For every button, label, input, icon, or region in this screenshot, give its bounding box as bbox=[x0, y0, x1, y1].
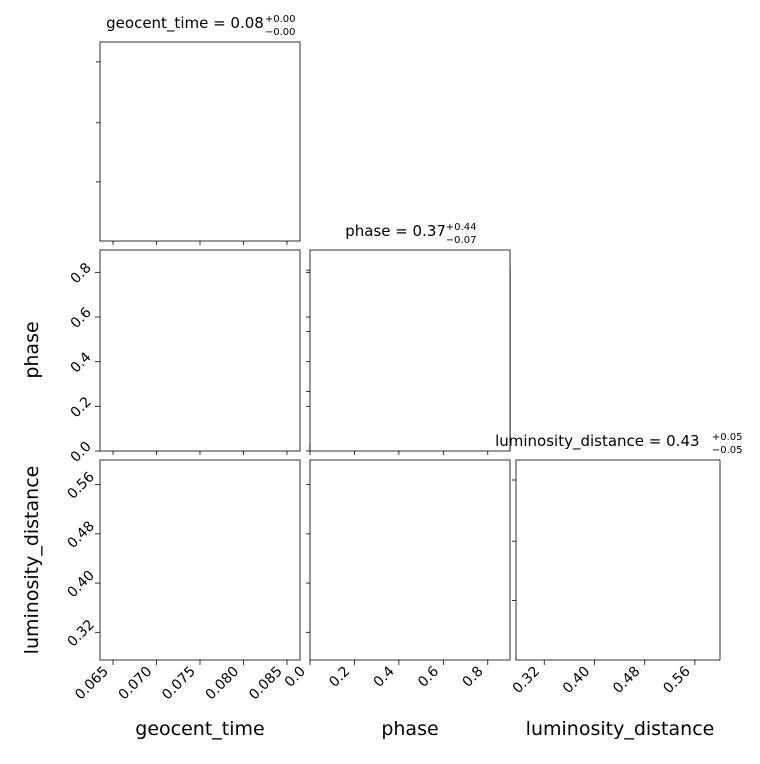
x-tick-label-phase: 0.2 bbox=[326, 664, 353, 691]
title-sub-luminosity_distance: −0.05 bbox=[712, 445, 743, 456]
title-sub-phase: −0.07 bbox=[446, 235, 477, 246]
y-axis-label-luminosity-distance: luminosity_distance bbox=[21, 466, 43, 655]
histogram-frame-geocent_time bbox=[99, 41, 301, 242]
y-tick-label-luminosity_distance: 0.48 bbox=[64, 518, 97, 551]
x-axis-label-geocent-time: geocent_time bbox=[135, 718, 264, 740]
scatter-point bbox=[183, 246, 185, 248]
title-sup-geocent_time: +0.00 bbox=[265, 14, 296, 25]
x-tick-label-luminosity_distance: 0.32 bbox=[510, 664, 543, 697]
title-sup-phase: +0.44 bbox=[446, 222, 477, 233]
y-tick-label-phase: 0.4 bbox=[68, 349, 95, 376]
x-tick-label-luminosity_distance: 0.56 bbox=[660, 663, 693, 696]
title-main-geocent_time: geocent_time = 0.08 bbox=[106, 14, 264, 33]
title-main-phase: phase = 0.37 bbox=[345, 222, 446, 240]
title-sup-luminosity_distance: +0.05 bbox=[712, 432, 743, 443]
y-tick-label-phase: 0.8 bbox=[68, 260, 95, 287]
y-tick-label-luminosity_distance: 0.40 bbox=[64, 568, 97, 601]
y-tick-label-luminosity_distance: 0.32 bbox=[64, 617, 97, 650]
scatter-frame-geocent_time-phase bbox=[99, 249, 301, 452]
x-tick-label-geocent_time: 0.075 bbox=[159, 664, 199, 704]
x-tick-label-phase: 0.6 bbox=[415, 663, 442, 690]
histogram-title-geocent_time: geocent_time = 0.08 +0.00 −0.00 bbox=[106, 14, 295, 38]
histogram-title-luminosity_distance: luminosity_distance = 0.43 +0.05 −0.05 bbox=[495, 432, 742, 456]
x-tick-label-phase: 0.8 bbox=[460, 664, 487, 691]
y-tick-label-phase: 0.6 bbox=[68, 305, 95, 332]
y-axis-label-phase: phase bbox=[21, 321, 43, 378]
title-main-luminosity_distance: luminosity_distance = 0.43 bbox=[495, 432, 699, 451]
scatter-frame-geocent_time-luminosity_distance bbox=[99, 459, 301, 661]
y-tick-label-phase: 0.0 bbox=[68, 439, 95, 466]
histogram-title-phase: phase = 0.37 +0.44 −0.07 bbox=[345, 222, 476, 246]
scatter-frame-phase-luminosity_distance bbox=[309, 459, 511, 661]
x-tick-label-geocent_time: 0.070 bbox=[116, 664, 156, 704]
x-tick-label-luminosity_distance: 0.48 bbox=[610, 664, 643, 697]
title-sub-geocent_time: −0.00 bbox=[265, 27, 296, 38]
x-tick-label-phase: 0.0 bbox=[282, 664, 309, 691]
x-tick-label-geocent_time: 0.065 bbox=[72, 664, 112, 704]
x-axis-label-phase: phase bbox=[381, 718, 438, 740]
x-axis-label-luminosity-distance: luminosity_distance bbox=[526, 718, 715, 740]
histogram-frame-phase bbox=[309, 249, 511, 452]
x-tick-label-geocent_time: 0.085 bbox=[246, 664, 286, 704]
x-tick-label-luminosity_distance: 0.40 bbox=[560, 664, 593, 697]
y-tick-label-phase: 0.2 bbox=[68, 394, 95, 421]
histogram-frame-luminosity_distance bbox=[515, 459, 721, 661]
x-tick-label-phase: 0.4 bbox=[371, 663, 398, 690]
x-tick-label-geocent_time: 0.080 bbox=[203, 664, 243, 704]
y-tick-label-luminosity_distance: 0.56 bbox=[64, 469, 97, 502]
